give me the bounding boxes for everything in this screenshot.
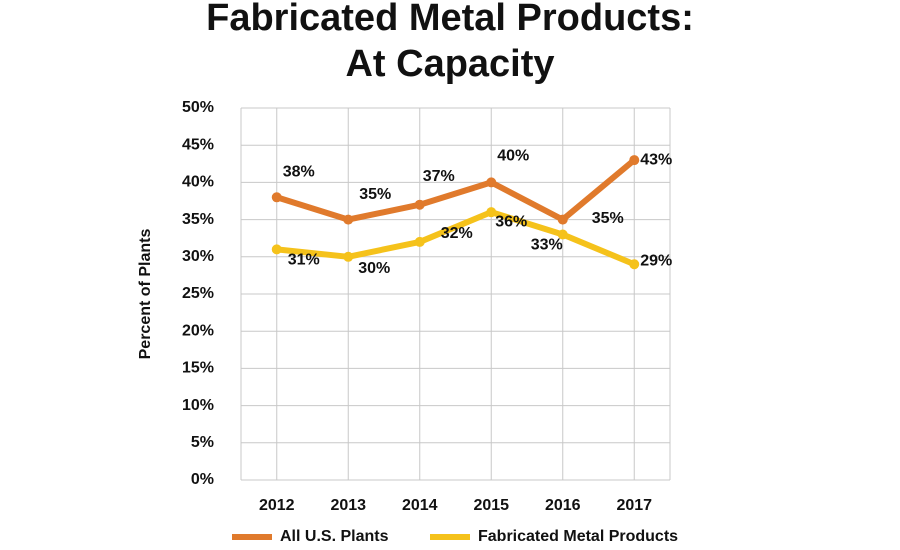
y-tick-label: 30%	[182, 248, 214, 265]
point	[629, 155, 640, 166]
data-label: 43%	[640, 151, 672, 168]
data-label: 37%	[423, 168, 455, 185]
point	[343, 251, 354, 262]
data-label: 35%	[359, 186, 391, 203]
point	[414, 236, 425, 247]
y-axis-label: Percent of Plants	[137, 229, 154, 360]
legend-label: Fabricated Metal Products	[478, 528, 678, 545]
point	[271, 244, 282, 255]
y-tick-label: 20%	[182, 322, 214, 339]
point	[414, 199, 425, 210]
data-label: 31%	[288, 252, 320, 269]
point	[557, 214, 568, 225]
data-label: 30%	[358, 260, 390, 277]
x-tick-label: 2012	[259, 497, 295, 514]
data-label: 38%	[283, 163, 315, 180]
y-tick-label: 5%	[191, 434, 214, 451]
legend-label: All U.S. Plants	[280, 528, 389, 545]
data-label: 35%	[592, 210, 624, 227]
data-label: 40%	[497, 148, 529, 165]
chart-title: Fabricated Metal Products:	[206, 0, 694, 39]
series-line	[276, 209, 636, 268]
y-tick-label: 35%	[182, 211, 214, 228]
y-tick-label: 15%	[182, 360, 214, 377]
y-tick-label: 25%	[182, 285, 214, 302]
y-tick-label: 45%	[182, 136, 214, 153]
y-tick-label: 0%	[191, 471, 214, 488]
x-tick-label: 2015	[473, 497, 509, 514]
point	[557, 229, 568, 240]
point	[486, 207, 497, 218]
y-tick-label: 10%	[182, 397, 214, 414]
x-tick-label: 2017	[616, 497, 652, 514]
point	[271, 192, 282, 203]
series-line	[275, 157, 637, 223]
point	[629, 259, 640, 270]
point	[486, 177, 497, 188]
x-tick-label: 2016	[545, 497, 581, 514]
point	[343, 214, 354, 225]
chart-title: At Capacity	[345, 43, 554, 85]
data-label: 36%	[495, 213, 527, 230]
data-label: 33%	[531, 237, 563, 254]
data-label: 32%	[441, 225, 473, 242]
x-tick-label: 2013	[330, 497, 366, 514]
y-tick-label: 40%	[182, 174, 214, 191]
y-tick-label: 50%	[182, 99, 214, 116]
x-tick-label: 2014	[402, 497, 438, 514]
data-label: 29%	[640, 252, 672, 269]
